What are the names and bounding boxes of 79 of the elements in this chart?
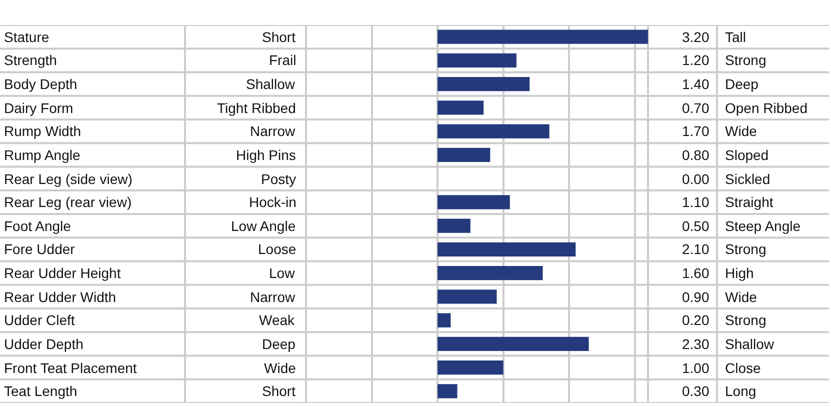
data-label: 1.40 bbox=[682, 76, 710, 92]
text: Sloped bbox=[725, 147, 769, 163]
text: Low bbox=[269, 265, 296, 281]
data-label: 1.70 bbox=[682, 123, 710, 139]
data-label: 1.20 bbox=[682, 52, 710, 68]
y-tick-label: Foot Angle bbox=[4, 218, 72, 234]
text: Wide bbox=[725, 123, 758, 139]
bar bbox=[438, 384, 458, 398]
data-label: 1.10 bbox=[682, 194, 710, 210]
text: Strong bbox=[725, 241, 766, 257]
data-label: 0.50 bbox=[682, 218, 710, 234]
y-tick-label: Rear Udder Width bbox=[4, 289, 116, 305]
text: Long bbox=[725, 383, 756, 399]
y-tick-label: Udder Depth bbox=[4, 336, 84, 352]
data-label: 1.00 bbox=[682, 360, 710, 376]
data-label: 0.70 bbox=[682, 100, 710, 116]
text: Wide bbox=[264, 360, 296, 376]
y-tick-label: Teat Length bbox=[4, 383, 78, 399]
bar bbox=[438, 53, 516, 68]
text: Straight bbox=[725, 194, 774, 210]
text: High bbox=[725, 265, 754, 281]
data-label: 0.00 bbox=[682, 171, 710, 187]
data-label: 3.20 bbox=[682, 29, 710, 45]
data-label: 0.20 bbox=[682, 312, 710, 328]
text: Loose bbox=[258, 241, 296, 257]
text: Sickled bbox=[725, 171, 770, 187]
text: Deep bbox=[262, 336, 296, 352]
text: High Pins bbox=[236, 147, 296, 163]
bar bbox=[438, 290, 497, 304]
data-label: 1.60 bbox=[682, 265, 710, 281]
data-label: 0.80 bbox=[682, 147, 710, 163]
y-tick-label: Stature bbox=[4, 29, 50, 45]
data-label: 2.30 bbox=[682, 336, 710, 352]
text: Short bbox=[262, 383, 296, 399]
text: Strong bbox=[725, 312, 766, 328]
bar bbox=[438, 266, 543, 280]
bar bbox=[438, 195, 510, 210]
y-tick-label: Rump Width bbox=[4, 123, 82, 139]
text: Low Angle bbox=[231, 218, 296, 234]
y-tick-label: Rear Leg (side view) bbox=[4, 171, 132, 187]
y-tick-label: Body Depth bbox=[4, 76, 78, 92]
y-tick-label: Rump Angle bbox=[4, 147, 80, 163]
data-label: 0.90 bbox=[682, 289, 710, 305]
data-label: 0.30 bbox=[682, 383, 710, 399]
text: Deep bbox=[725, 76, 759, 92]
bar bbox=[438, 242, 576, 257]
bar bbox=[438, 148, 490, 162]
bar bbox=[438, 313, 451, 328]
text: Narrow bbox=[250, 123, 296, 139]
text: Tall bbox=[725, 29, 746, 45]
bar bbox=[438, 100, 484, 115]
y-tick-label: Strength bbox=[4, 52, 57, 68]
y-tick-label: Rear Udder Height bbox=[4, 265, 121, 281]
text: Shallow bbox=[725, 336, 775, 352]
text: Wide bbox=[725, 289, 758, 305]
data-label: 2.10 bbox=[682, 241, 710, 257]
text: Steep Angle bbox=[725, 218, 801, 234]
y-tick-label: Dairy Form bbox=[4, 100, 74, 116]
bar bbox=[438, 30, 648, 44]
text: Posty bbox=[261, 171, 296, 187]
text: Hock-in bbox=[249, 194, 296, 210]
y-tick-label: Front Teat Placement bbox=[4, 360, 137, 376]
bar bbox=[438, 124, 550, 138]
text: Short bbox=[262, 29, 296, 45]
text: Open Ribbed bbox=[725, 100, 808, 116]
text: Frail bbox=[269, 52, 296, 68]
text: Tight Ribbed bbox=[217, 100, 296, 116]
text: Strong bbox=[725, 52, 766, 68]
text: Narrow bbox=[250, 289, 296, 305]
bar bbox=[438, 76, 530, 92]
text: Weak bbox=[259, 312, 296, 328]
y-tick-label: Fore Udder bbox=[4, 241, 76, 257]
bar bbox=[438, 218, 470, 233]
bar bbox=[438, 360, 504, 375]
text: Close bbox=[725, 360, 762, 376]
bar bbox=[438, 336, 589, 352]
y-tick-label: Udder Cleft bbox=[4, 312, 75, 328]
text: Shallow bbox=[246, 76, 296, 92]
y-tick-label: Rear Leg (rear view) bbox=[4, 194, 132, 210]
